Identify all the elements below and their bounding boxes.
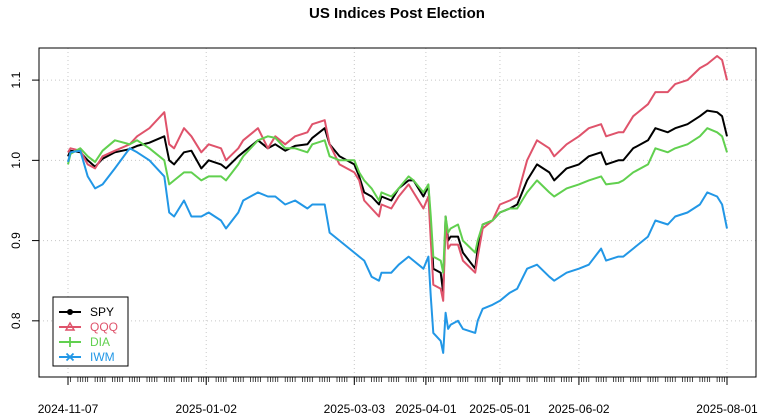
x-tick-label: 2024-11-07 <box>38 402 99 416</box>
legend-label-spy: SPY <box>90 305 114 319</box>
series-line-dia <box>67 127 728 274</box>
x-tick-label: 2025-04-01 <box>395 402 457 416</box>
y-axis: 0.8 0.9 1.0 1.1 <box>9 71 39 329</box>
series-line-qqq <box>67 55 728 302</box>
x-tick-label: 2025-06-02 <box>548 402 610 416</box>
x-tick-label: 2025-01-02 <box>176 402 238 416</box>
legend-marker-triangle <box>64 321 76 331</box>
legend-marker-cross <box>65 352 75 362</box>
series-dia <box>67 127 728 274</box>
gridlines <box>39 48 756 377</box>
legend-marker-circle <box>67 309 73 315</box>
y-tick-label: 1.0 <box>9 152 23 169</box>
y-tick-label: 0.9 <box>9 232 23 249</box>
legend-label-qqq: QQQ <box>90 320 118 334</box>
chart-title: US Indices Post Election <box>309 5 485 22</box>
legend-entry-spy: SPY <box>59 305 114 319</box>
y-tick-label: 0.8 <box>9 312 23 329</box>
plot-frame <box>38 47 757 378</box>
x-tick-label: 2025-08-01 <box>696 402 758 416</box>
legend-entry-dia: DIA <box>59 335 110 349</box>
x-axis: 2024-11-07 2025-01-02 2025-03-03 2025-04-01… <box>38 377 758 416</box>
legend-entry-qqq: QQQ <box>59 320 118 334</box>
legend-entry-iwm: IWM <box>59 350 115 364</box>
series-line-iwm <box>67 147 728 354</box>
x-tick-label: 2025-03-03 <box>324 402 386 416</box>
series-lines <box>67 55 728 354</box>
y-tick-label: 1.1 <box>9 71 23 88</box>
legend-label-iwm: IWM <box>90 350 115 364</box>
series-qqq <box>67 55 728 302</box>
series-iwm <box>67 147 728 354</box>
x-tick-label: 2025-05-01 <box>469 402 531 416</box>
legend-label-dia: DIA <box>90 335 110 349</box>
legend-box <box>52 296 129 367</box>
